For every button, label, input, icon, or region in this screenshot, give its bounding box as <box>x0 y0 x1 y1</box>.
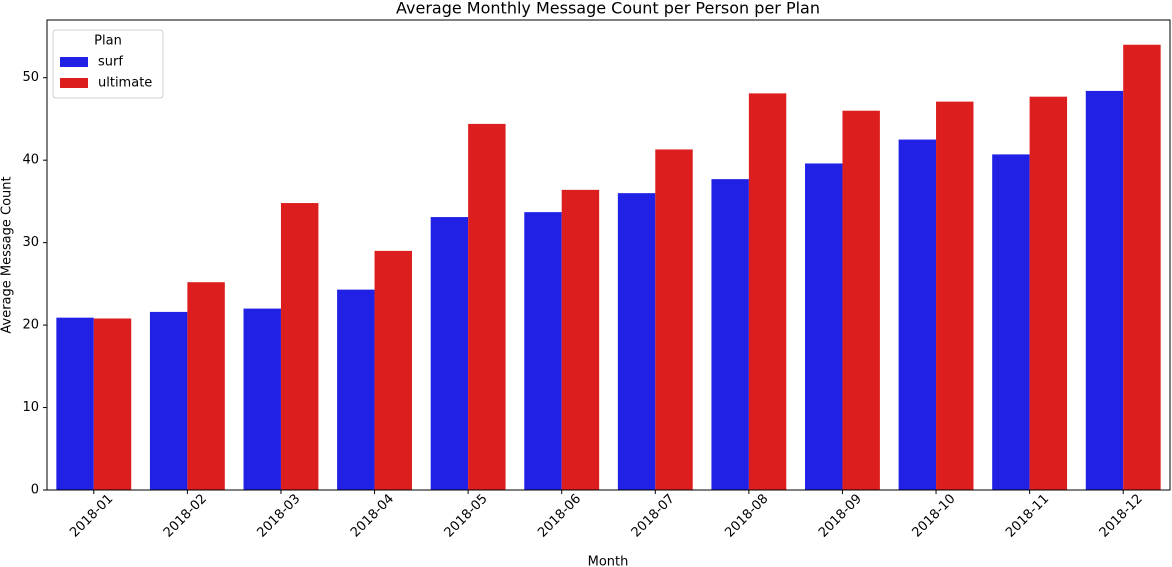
x-axis-label: Month <box>588 555 629 567</box>
legend-label: surf <box>98 55 123 70</box>
x-tick-label: 2018-12 <box>1097 491 1146 540</box>
bar <box>524 212 562 490</box>
x-tick-label: 2018-06 <box>535 491 584 540</box>
x-tick-label: 2018-05 <box>442 491 491 540</box>
bar <box>187 282 225 490</box>
bar <box>1123 44 1161 490</box>
legend-swatch <box>60 78 88 88</box>
bar <box>842 110 880 490</box>
legend-title: Plan <box>94 34 122 49</box>
bar <box>468 123 506 490</box>
bar <box>430 217 469 490</box>
bar <box>149 311 188 490</box>
x-tick-label: 2018-10 <box>910 491 959 540</box>
bar <box>748 93 787 491</box>
bar <box>337 289 375 490</box>
bar <box>655 149 693 490</box>
y-axis-label: Average Message Count <box>0 176 15 333</box>
bar <box>936 101 974 490</box>
y-tick-label: 30 <box>22 235 39 250</box>
bar <box>805 163 843 490</box>
bar <box>243 308 281 490</box>
y-tick-label: 50 <box>22 70 39 85</box>
x-tick-label: 2018-08 <box>722 491 771 540</box>
legend-label: ultimate <box>98 76 152 91</box>
bar <box>711 179 749 490</box>
bar <box>1029 96 1068 491</box>
y-tick-label: 40 <box>22 153 39 168</box>
y-tick-label: 20 <box>22 318 39 333</box>
bar <box>617 193 656 490</box>
x-tick-label: 2018-09 <box>816 491 865 540</box>
x-tick-label: 2018-03 <box>254 491 303 540</box>
x-tick-label: 2018-02 <box>161 491 210 540</box>
x-tick-label: 2018-11 <box>1003 491 1052 540</box>
bar <box>280 203 319 491</box>
bar <box>374 250 412 490</box>
bar <box>1085 90 1124 490</box>
bar <box>561 189 600 490</box>
axes-frame <box>46 19 1171 491</box>
x-tick-label: 2018-01 <box>67 491 116 540</box>
bar <box>898 139 937 490</box>
bar <box>992 154 1030 490</box>
bar <box>93 318 132 490</box>
chart-title: Average Monthly Message Count per Person… <box>396 0 820 18</box>
x-tick-label: 2018-04 <box>348 491 397 540</box>
bar <box>56 317 94 490</box>
x-tick-label: 2018-07 <box>629 491 678 540</box>
y-tick-label: 0 <box>31 483 39 498</box>
legend-swatch <box>60 57 88 67</box>
y-tick-label: 10 <box>22 400 39 415</box>
